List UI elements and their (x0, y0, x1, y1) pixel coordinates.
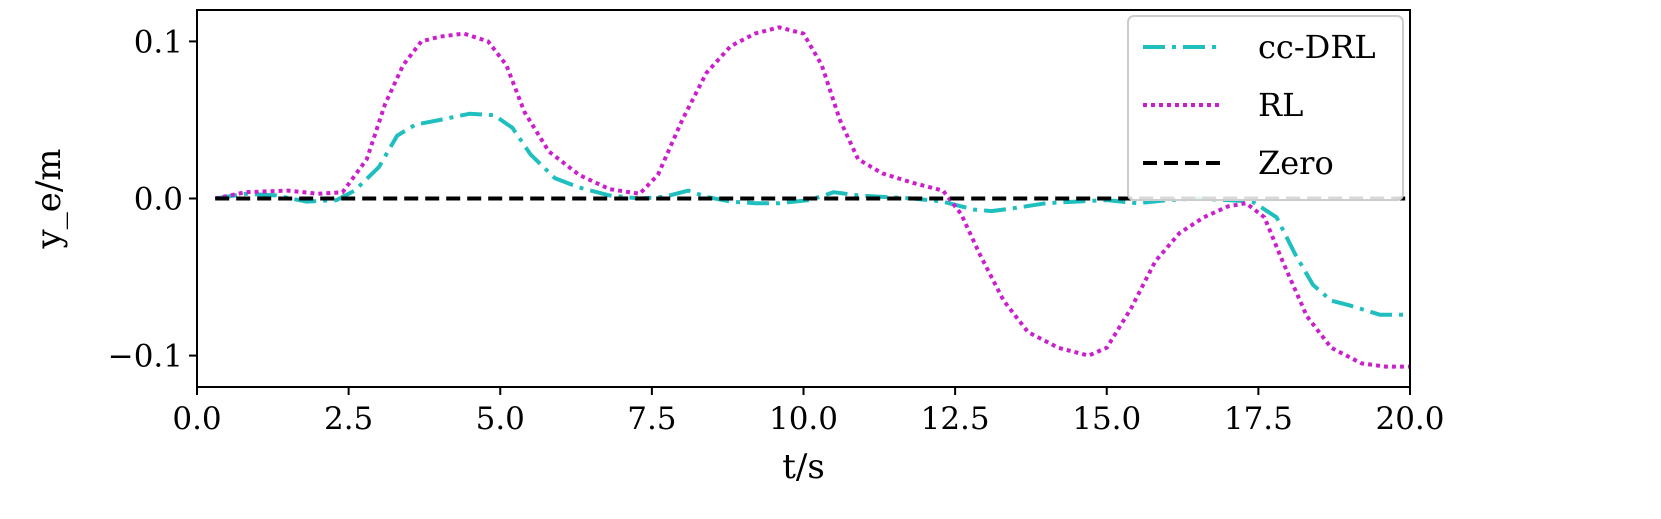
x-tick-label: 2.5 (324, 401, 373, 437)
legend-label-rl: RL (1258, 86, 1303, 124)
x-axis-label: t/s (782, 447, 825, 487)
y-axis-label: y_e/m (29, 148, 69, 249)
x-axis: 0.0 2.5 5.0 7.5 10.0 12.5 15.0 17.5 20.0 (172, 387, 1445, 437)
x-tick-label: 7.5 (627, 401, 676, 437)
legend-label-zero: Zero (1258, 144, 1334, 182)
legend-box (1127, 15, 1404, 201)
y-axis: 0.1 0.0 −0.1 (108, 24, 197, 375)
x-tick-label: 10.0 (769, 401, 838, 437)
legend-label-cc-drl: cc-DRL (1258, 28, 1376, 66)
y-tick-label: −0.1 (108, 339, 183, 375)
x-tick-label: 15.0 (1072, 401, 1141, 437)
legend: cc-DRL RL Zero (1127, 15, 1404, 201)
x-tick-label: 12.5 (921, 401, 990, 437)
y-tick-label: 0.1 (134, 24, 183, 60)
y-tick-label: 0.0 (134, 182, 183, 218)
series-line-rl (214, 25, 1410, 369)
x-tick-label: 5.0 (476, 401, 525, 437)
x-tick-label: 20.0 (1375, 401, 1444, 437)
x-tick-label: 17.5 (1224, 401, 1293, 437)
x-tick-label: 0.0 (172, 401, 221, 437)
